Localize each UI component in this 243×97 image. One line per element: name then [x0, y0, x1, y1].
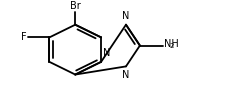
- Text: N: N: [103, 48, 111, 58]
- Text: F: F: [21, 32, 26, 42]
- Text: N: N: [122, 11, 130, 21]
- Text: Br: Br: [70, 1, 81, 11]
- Text: N: N: [122, 70, 130, 80]
- Text: NH: NH: [164, 39, 179, 49]
- Text: 2: 2: [170, 43, 174, 49]
